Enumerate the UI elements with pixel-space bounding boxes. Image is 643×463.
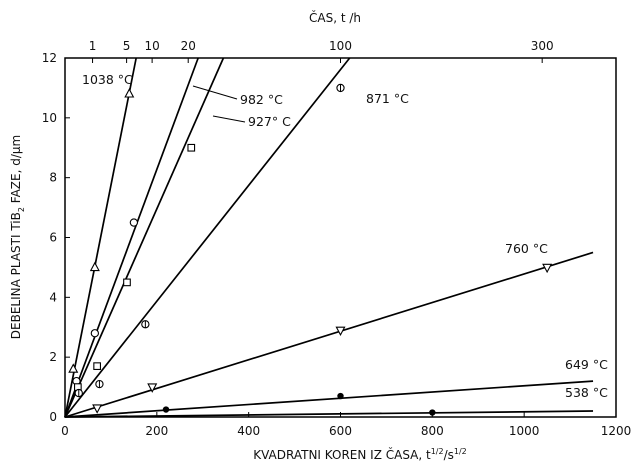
y-tick-label: 6	[49, 231, 57, 245]
data-point-series-2	[93, 362, 101, 370]
data-point-series-3	[95, 379, 104, 389]
data-point-series-4	[542, 263, 553, 274]
series-line-1	[64, 57, 199, 418]
series-label-927: 927° C	[248, 114, 291, 129]
x-tick-label: 0	[61, 424, 69, 438]
series-points	[68, 83, 553, 416]
x-tick-label: 400	[237, 424, 260, 438]
series-labels: 1038 °C 982 °C 927° C 871 °C 760 °C 649 …	[82, 72, 608, 400]
y-axis-title: DEBELINA PLASTI TiB2 FAZE, d/µm	[9, 135, 26, 339]
top-time-axis: 1 5 10 20 100 300	[89, 39, 554, 63]
data-point-series-5	[337, 392, 344, 400]
plot-area	[64, 57, 617, 418]
data-point-series-4	[335, 326, 346, 337]
x-tick-label: 1200	[601, 424, 632, 438]
data-point-series-0	[89, 261, 100, 272]
label-leaders	[192, 85, 246, 123]
series-line-6	[64, 410, 594, 418]
series-label-871: 871 °C	[366, 91, 409, 106]
y-tick-label: 2	[49, 350, 57, 364]
plot-frame	[64, 57, 617, 418]
x-axis-title: KVADRATNI KOREN IZ ČASA, t1/2/s1/2	[253, 447, 467, 462]
leader-982	[192, 85, 238, 100]
series-line-2	[64, 57, 225, 418]
series-lines	[64, 57, 594, 418]
series-label-649: 649 °C	[565, 357, 608, 372]
x-tick-label: 800	[421, 424, 444, 438]
data-point-series-3	[141, 320, 150, 329]
data-point-series-3	[74, 388, 83, 398]
series-line-0	[64, 57, 138, 418]
top-tick-label: 20	[181, 39, 196, 53]
data-point-series-1	[90, 329, 99, 338]
data-point-series-6	[429, 409, 436, 416]
top-tick-label: 10	[144, 39, 159, 53]
x-tick-label: 600	[329, 424, 352, 438]
series-line-5	[64, 380, 594, 418]
top-tick-label: 1	[89, 39, 97, 53]
y-tick-label: 10	[42, 111, 57, 125]
series-line-4	[64, 251, 594, 418]
top-tick-label: 100	[329, 39, 352, 53]
data-point-series-3	[336, 83, 345, 93]
series-label-982: 982 °C	[240, 92, 283, 107]
series-label-1038: 1038 °C	[82, 72, 133, 87]
y-tick-label: 4	[49, 290, 57, 304]
data-point-series-2	[187, 143, 196, 152]
series-label-760: 760 °C	[505, 241, 548, 256]
series-label-538: 538 °C	[565, 385, 608, 400]
y-tick-label: 12	[42, 51, 57, 65]
data-point-series-4	[92, 404, 103, 414]
data-point-series-4	[147, 383, 158, 393]
y-axis: 0 2 4 6 8 10 12	[42, 51, 70, 424]
y-tick-label: 8	[49, 171, 57, 185]
data-point-series-0	[68, 363, 79, 373]
x-tick-label: 1000	[509, 424, 540, 438]
top-axis-title: ČAS, t /h	[309, 10, 361, 25]
data-point-series-2	[123, 278, 131, 287]
series-line-3	[64, 57, 351, 418]
data-point-series-5	[162, 406, 170, 413]
x-axis: 0 200 400 600 800 1000 1200	[61, 412, 631, 438]
y-tick-label: 0	[49, 410, 57, 424]
data-point-series-0	[124, 88, 135, 98]
leader-927	[212, 115, 246, 123]
top-tick-label: 5	[123, 39, 131, 53]
x-tick-label: 200	[145, 424, 168, 438]
top-tick-label: 300	[531, 39, 554, 53]
data-point-series-1	[129, 218, 139, 227]
